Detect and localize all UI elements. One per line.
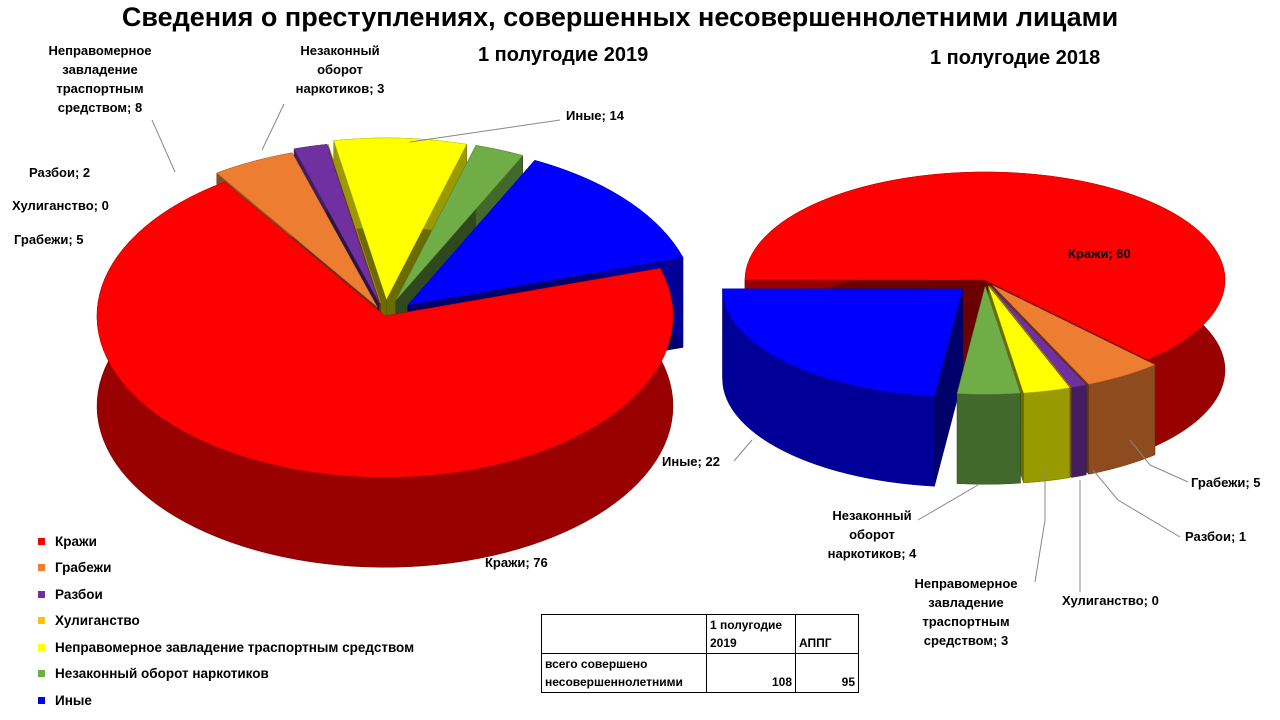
pie-2018-slice-top [989,285,1087,388]
pie-2018-slice-side [1023,387,1070,484]
legend-swatch [38,696,45,704]
legend-item-assaults: Разбои [38,581,414,608]
legend-label: Разбои [55,586,103,602]
pie-2019-slice-top [216,152,378,308]
pie-2018-slice-top [988,285,1071,394]
summary-header-blank [541,614,707,654]
summary-header-row: 1 полугодие 2019 АППГ [541,614,859,654]
pie-2018-label-hooliganism: Хулиганство; 0 [1062,593,1159,608]
pie-2018-slice-top [722,288,963,397]
chart-title: Сведения о преступлениях, совершенных не… [121,2,1119,32]
pie-2018-label-other: Иные; 22 [662,454,720,469]
pie-2019-label-hooliganism: Хулиганство; 0 [12,198,109,213]
legend-swatch [38,537,45,545]
pie-2019-slice-top [395,145,524,301]
pie-2019-label-vehicle: Неправомерное завладение траспортным средст… [48,43,151,115]
pie-2018-slice-side [956,392,1021,485]
summary-header-2019: 1 полугодие 2019 [706,614,796,654]
summary-value-appg: 95 [795,653,859,693]
legend-item-robberies: Грабежи [38,555,414,582]
pie-2018-leader-vehicle [1034,470,1046,583]
pie-2018-leader-robberies [1129,439,1189,483]
labels-2019: Кражи; 76 Грабежи; 5 Разбои; 2 Хулиганство;… [12,43,625,570]
pie-2018-label-assaults: Разбои; 1 [1185,529,1246,544]
pie-2019-slice-thefts [96,181,674,568]
pie-2019-label-thefts: Кражи; 76 [485,555,548,570]
pie-2018-label-thefts: Кражи; 60 [1068,246,1131,261]
summary-header-appg: АППГ [795,614,859,654]
pie-2018-slice-other [722,288,963,487]
legend-label: Незаконный оборот наркотиков [55,666,269,682]
pie-2019-slice-top [293,144,380,304]
legend-item-hooliganism: Хулиганство [38,608,414,635]
legend-label: Хулиганство [55,613,140,629]
pie-2018-slice-side [1071,384,1087,478]
legend-item-thefts: Кражи [38,528,414,555]
pie-2018-leader-assaults [1092,469,1181,538]
pie-2018-leader-other [733,439,753,462]
pie-2018-slice-top [989,285,1072,388]
pie-2018-slice-drugs [956,285,1021,485]
legend-label: Грабежи [55,560,112,576]
legend-label: Иные [55,692,92,708]
pie-2018-slice-top [992,285,1156,385]
legend-swatch [38,670,45,678]
pie-2019-slice-top [96,181,674,478]
pie-2018-label-drugs: Незаконный оборот наркотиков; 4 [828,508,918,561]
pie-2018-leader-drugs [917,484,979,521]
summary-data-row: всего совершено несовершеннолетними 108 … [541,653,859,693]
pie-2019-leader-other [409,119,561,143]
chart-2019-title: 1 полугодие 2019 [478,44,649,66]
legend-label: Неправомерное завладение траспортным сре… [55,639,415,655]
legend-item-vehicle: Неправомерное завладение траспортным сре… [38,634,414,661]
pie-2018-label-vehicle: Неправомерное завладение траспортным средст… [914,576,1017,648]
legend-swatch [38,617,45,625]
labels-2018: Кражи; 60 Грабежи; 5 Разбои; 1 Хулиганство;… [662,246,1261,648]
pie-2019-leader-drugs [261,103,285,151]
legend-item-other: Иные [38,687,414,714]
pie-2019 [96,137,684,568]
pie-2018 [722,171,1226,487]
pie-2019-slice-top [333,137,467,300]
pie-2019-slice-top [407,160,684,306]
summary-row-label: всего совершено несовершеннолетними [541,653,707,693]
pie-2019-label-other: Иные; 14 [566,108,625,123]
legend-swatch [38,643,45,651]
summary-value-2019: 108 [706,653,796,693]
legend: Кражи Грабежи Разбои Хулиганство Неправо… [38,528,414,714]
summary-table: 1 полугодие 2019 АППГ всего совершено не… [541,614,859,693]
legend-item-drugs: Незаконный оборот наркотиков [38,661,414,688]
pie-2019-label-assaults: Разбои; 2 [29,165,90,180]
legend-label: Кражи [55,533,97,549]
pie-2018-slice-top [744,171,1226,360]
chart-2018-title: 1 полугодие 2018 [930,47,1101,69]
pie-2018-slice-top [956,285,1021,395]
pie-2019-leader-vehicle [151,119,176,173]
legend-swatch [38,564,45,572]
pie-2018-label-robberies: Грабежи; 5 [1191,475,1261,490]
pie-2019-label-robberies: Грабежи; 5 [14,232,84,247]
legend-swatch [38,590,45,598]
pie-2019-label-drugs: Незаконный оборот наркотиков; 3 [296,43,385,96]
